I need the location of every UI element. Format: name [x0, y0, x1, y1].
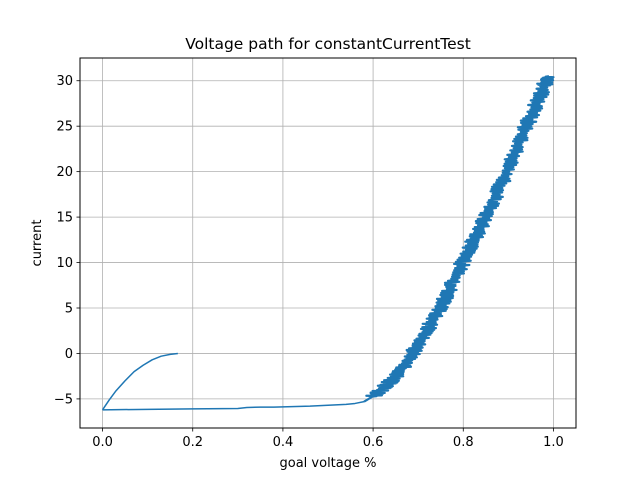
x-tick-label: 0.6 — [363, 435, 384, 450]
x-tick-label: 0.4 — [273, 435, 294, 450]
x-tick-label: 1.0 — [543, 435, 564, 450]
y-tick-label: 25 — [56, 120, 73, 135]
y-tick-label: 20 — [56, 165, 73, 180]
series-line-1 — [102, 400, 365, 411]
x-axis-label: goal voltage % — [280, 456, 377, 471]
y-axis: −5 0 5 10 15 20 25 30 — [54, 74, 80, 407]
y-tick-label: −5 — [54, 392, 73, 407]
plot-frame — [79, 57, 577, 429]
y-tick-label: 5 — [65, 302, 73, 317]
series-layer — [101, 75, 555, 411]
x-tick-label: 0.8 — [453, 435, 474, 450]
x-tick-label: 0.0 — [92, 435, 113, 450]
x-tick-label: 0.2 — [182, 435, 203, 450]
y-axis-label: current — [30, 220, 45, 267]
series-line-2 — [363, 75, 555, 403]
y-tick-label: 15 — [56, 211, 73, 226]
grid — [80, 58, 576, 428]
y-tick-label: 30 — [56, 74, 73, 89]
x-axis: 0.0 0.2 0.4 0.6 0.8 1.0 — [92, 428, 564, 450]
y-tick-label: 0 — [65, 347, 73, 362]
series-line-0 — [101, 352, 178, 411]
chart-title: Voltage path for constantCurrentTest — [185, 35, 471, 53]
y-tick-label: 10 — [56, 256, 73, 271]
